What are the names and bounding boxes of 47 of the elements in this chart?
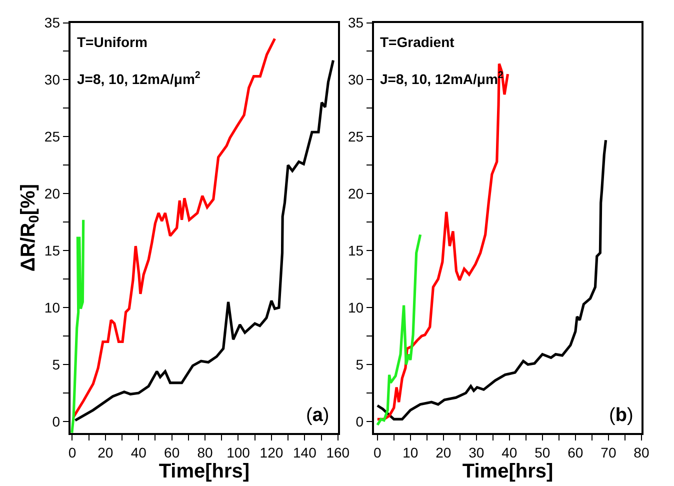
x-tick-label: 0 <box>374 444 382 460</box>
annotation: J=8, 10, 12mA/μm$^{2}$ <box>380 70 504 87</box>
y-tick-label: 35 <box>348 14 364 31</box>
x-tick-label: 50 <box>534 444 550 460</box>
x-tick-label: 20 <box>98 444 114 460</box>
x-tick-label: 20 <box>436 444 452 460</box>
annotation: J=8, 10, 12mA/μm$^{2}$ <box>77 70 201 87</box>
line-series <box>70 218 85 433</box>
line-series <box>376 138 608 421</box>
x-tick-label: 10 <box>402 444 418 460</box>
y-tick-label: 0 <box>52 413 60 430</box>
x-tick-label: 30 <box>468 444 484 460</box>
y-tick-label: 10 <box>348 299 364 316</box>
annotation: (b) <box>609 405 634 426</box>
y-tick-label: 20 <box>348 186 364 202</box>
annotation: T=Gradient <box>380 34 455 50</box>
x-tick-label: 40 <box>502 444 518 460</box>
y-tick-label: 25 <box>348 128 364 145</box>
y-tick-label: 10 <box>44 299 60 316</box>
y-tick-label: 5 <box>356 356 364 372</box>
y-tick-label: 0 <box>356 413 364 430</box>
annotation: T=Uniform <box>77 34 148 50</box>
x-tick-label: 80 <box>634 444 650 460</box>
line-series <box>72 37 276 418</box>
x-tick-label: 0 <box>68 444 76 460</box>
y-tick-label: 5 <box>52 356 60 372</box>
annotation: (a) <box>306 405 330 426</box>
x-tick-label: 80 <box>197 444 214 460</box>
x-tick-label: 160 <box>326 444 350 460</box>
y-tick-label: 15 <box>348 242 364 259</box>
line-series <box>376 62 510 421</box>
x-tick-label: 100 <box>226 444 250 460</box>
y-tick-label: 30 <box>348 72 364 88</box>
y-tick-label: 25 <box>44 128 60 145</box>
x-tick-label: 60 <box>164 444 180 460</box>
x-tick-label: 60 <box>568 444 584 460</box>
x-axis-title: Time[hrs] <box>462 460 554 482</box>
x-tick-label: 140 <box>292 444 317 460</box>
y-tick-label: 20 <box>44 186 60 202</box>
y-tick-label: 35 <box>44 14 60 31</box>
x-tick-label: 70 <box>600 444 616 460</box>
x-tick-label: 120 <box>260 444 284 460</box>
line-series <box>376 233 422 426</box>
x-axis-title: Time[hrs] <box>158 460 250 482</box>
y-tick-label: 15 <box>44 242 60 259</box>
y-tick-label: 30 <box>44 72 60 88</box>
x-tick-label: 40 <box>130 444 147 460</box>
